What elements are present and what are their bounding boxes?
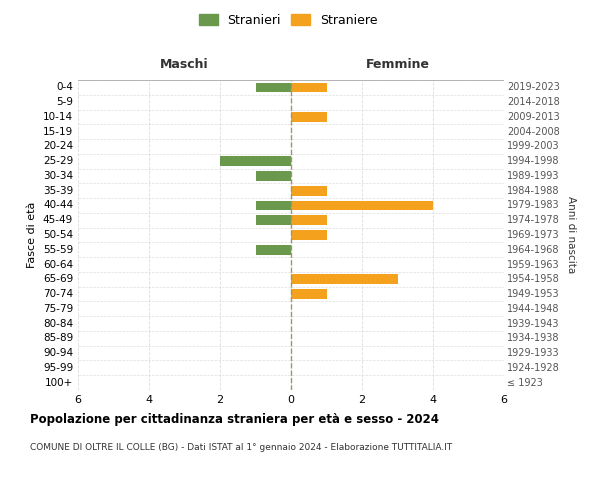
Bar xyxy=(256,216,291,225)
Legend: Stranieri, Straniere: Stranieri, Straniere xyxy=(196,11,380,29)
Bar xyxy=(291,274,398,284)
Bar xyxy=(256,171,291,180)
Bar xyxy=(256,82,291,92)
Text: Femmine: Femmine xyxy=(365,58,430,70)
Text: Popolazione per cittadinanza straniera per età e sesso - 2024: Popolazione per cittadinanza straniera p… xyxy=(30,412,439,426)
Bar xyxy=(291,216,326,225)
Text: COMUNE DI OLTRE IL COLLE (BG) - Dati ISTAT al 1° gennaio 2024 - Elaborazione TUT: COMUNE DI OLTRE IL COLLE (BG) - Dati IST… xyxy=(30,442,452,452)
Bar xyxy=(220,156,291,166)
Bar xyxy=(291,82,326,92)
Bar xyxy=(291,289,326,299)
Bar xyxy=(291,200,433,210)
Bar xyxy=(291,112,326,122)
Y-axis label: Anni di nascita: Anni di nascita xyxy=(566,196,577,274)
Bar xyxy=(291,230,326,240)
Bar xyxy=(256,200,291,210)
Y-axis label: Fasce di età: Fasce di età xyxy=(28,202,37,268)
Bar xyxy=(256,245,291,254)
Text: Maschi: Maschi xyxy=(160,58,209,70)
Bar xyxy=(291,186,326,196)
